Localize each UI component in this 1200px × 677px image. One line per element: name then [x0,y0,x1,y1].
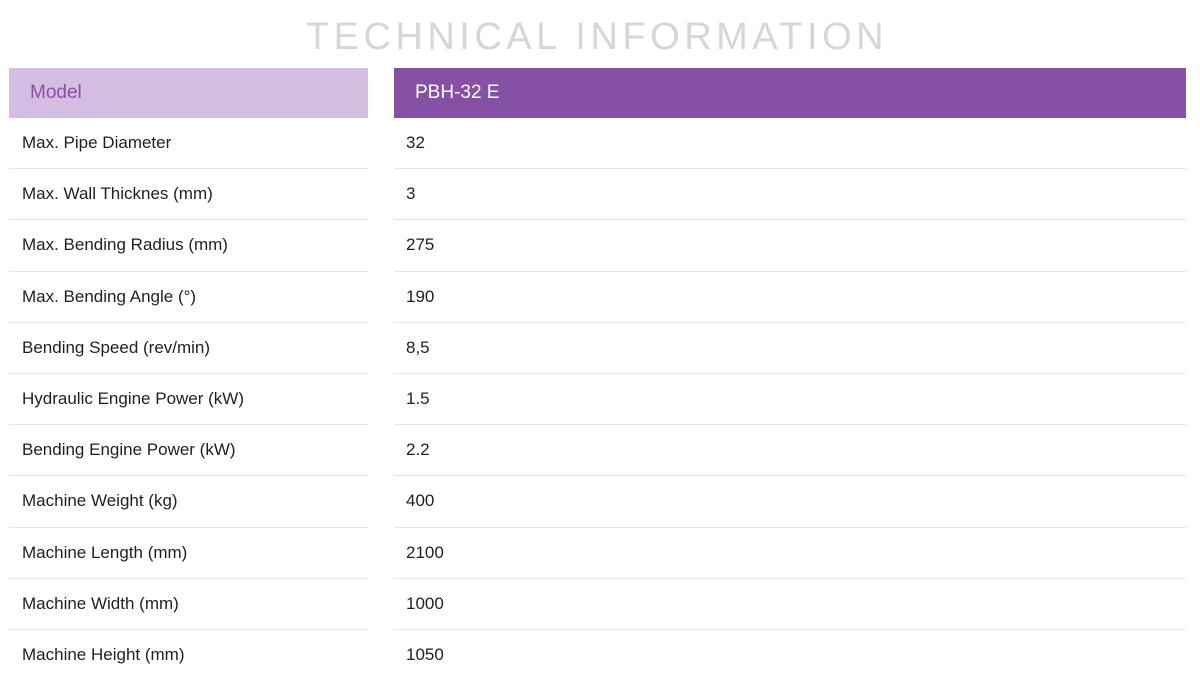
table-row: Machine Width (mm) 1000 [0,579,1200,630]
row-divider-left [9,372,368,374]
spec-value: 1050 [406,644,444,664]
row-divider-left [9,270,368,272]
spec-label: Max. Bending Radius (mm) [22,235,228,255]
table-row: Max. Bending Radius (mm) 275 [0,220,1200,272]
row-divider-left [9,321,368,323]
row-divider-left [9,577,368,579]
table-row: Hydraulic Engine Power (kW) 1.5 [0,374,1200,426]
spec-label: Machine Width (mm) [22,593,179,613]
table-row: Bending Engine Power (kW) 2.2 [0,425,1200,477]
spec-value: 2100 [406,542,444,562]
spec-label: Machine Weight (kg) [22,491,178,511]
spec-value: 1000 [406,593,444,613]
page-title: TECHNICAL INFORMATION [305,16,889,58]
spec-value: 8,5 [406,337,430,357]
spec-label: Hydraulic Engine Power (kW) [22,388,245,408]
model-header-label: Model [9,68,368,118]
spec-label: Machine Height (mm) [22,644,185,664]
table-row: Max. Wall Thicknes (mm) 3 [0,169,1200,221]
row-divider-right [394,321,1186,323]
row-divider-right [394,424,1186,426]
spec-table: Max. Pipe Diameter 32 Max. Wall Thicknes… [0,118,1200,677]
spec-label: Max. Wall Thicknes (mm) [22,184,213,204]
row-divider-right [394,475,1186,477]
row-divider-right [394,372,1186,374]
row-divider-right [394,628,1186,630]
table-row: Max. Pipe Diameter 32 [0,118,1200,170]
spec-value: 1.5 [406,388,430,408]
spec-value: 32 [406,133,425,152]
spec-value: 190 [406,286,435,306]
row-divider-left [9,219,368,221]
table-row: Machine Height (mm) 1050 [0,630,1200,677]
table-row: Bending Speed (rev/min) 8,5 [0,323,1200,374]
row-divider-right [394,168,1186,170]
row-divider-left [9,168,368,170]
row-divider-left [9,475,368,477]
table-row: Max. Bending Angle (°) 190 [0,272,1200,323]
model-header-value: PBH-32 E [394,68,1186,118]
row-divider-left [9,628,368,630]
spec-value: 400 [406,491,435,511]
row-divider-left [9,424,368,426]
spec-label: Bending Engine Power (kW) [22,440,236,460]
table-row: Machine Weight (kg) 400 [0,476,1200,528]
row-divider-right [394,270,1186,272]
table-row: Machine Length (mm) 2100 [0,528,1200,579]
row-divider-left [9,526,368,528]
spec-value: 275 [406,235,435,255]
spec-label: Machine Length (mm) [22,542,188,562]
row-divider-right [394,219,1186,221]
spec-label: Bending Speed (rev/min) [22,337,211,357]
spec-label: Max. Pipe Diameter [22,133,172,152]
row-divider-right [394,577,1186,579]
spec-label: Max. Bending Angle (°) [22,286,197,306]
spec-value: 3 [406,184,416,204]
row-divider-right [394,526,1186,528]
spec-value: 2.2 [406,440,430,460]
